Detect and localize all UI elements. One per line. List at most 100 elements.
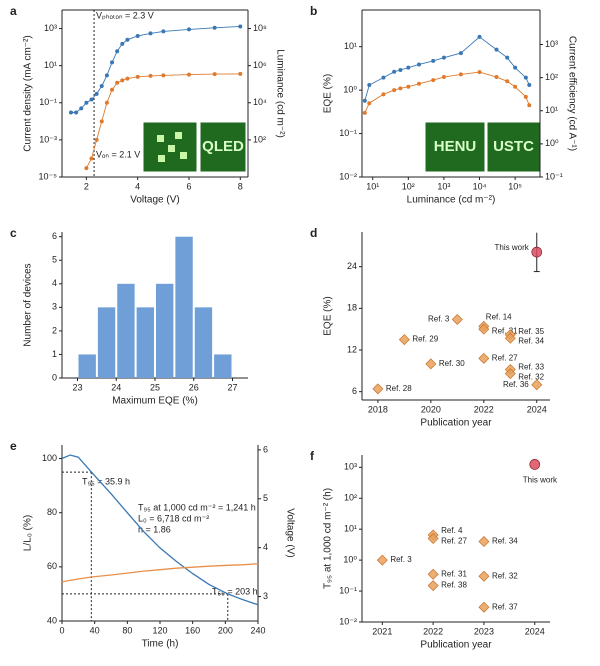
data-point xyxy=(372,383,384,395)
inset-text: QLED xyxy=(202,138,244,155)
data-point xyxy=(212,72,217,77)
data-point xyxy=(527,103,532,108)
point-label: Ref. 3 xyxy=(428,315,450,324)
point-label: Ref. 29 xyxy=(412,335,438,344)
x-tick-label: 10⁴ xyxy=(473,181,487,191)
data-point xyxy=(425,358,437,370)
x-axis-label: Publication year xyxy=(420,418,492,429)
data-point xyxy=(186,27,191,32)
data-point xyxy=(381,92,386,97)
data-point xyxy=(94,137,99,142)
annotation: T₉₅ = 35.9 h xyxy=(82,476,130,486)
y2-tick-label: 10² xyxy=(545,72,558,82)
panel-d: d 2018 2020 2022 2024 6 12 18 24 Publication year… xyxy=(310,226,550,429)
x-tick-label: 10² xyxy=(402,181,415,191)
data-point xyxy=(110,60,115,65)
y-tick-label: 12 xyxy=(347,344,357,354)
panel-b: b HENU USTC 10¹ 10² 10³ 10⁴ 10⁵ 10⁻² 10⁻¹ 10⁰ 10¹ 10… xyxy=(310,4,577,205)
x-axis-label: Time (h) xyxy=(142,639,179,650)
y2-tick-label: 10² xyxy=(253,134,266,144)
data-point xyxy=(513,84,518,89)
y2-tick-label: 10³ xyxy=(545,39,558,49)
inset-image xyxy=(199,121,247,173)
annotation: Vₒₙ = 2.1 V xyxy=(96,149,140,159)
data-point xyxy=(381,75,386,80)
y-tick-label: 60 xyxy=(47,561,57,571)
data-point xyxy=(392,88,397,93)
point-label: Ref. 32 xyxy=(492,571,518,580)
y-tick-label: 10⁻² xyxy=(339,616,357,626)
x-tick-label: 8 xyxy=(238,181,243,191)
data-point xyxy=(478,536,490,547)
x-axis-label: Luminance (cd m⁻²) xyxy=(407,195,496,206)
data-point xyxy=(431,58,436,63)
data-point xyxy=(367,101,372,106)
x-tick-label: 80 xyxy=(122,625,132,635)
data-point xyxy=(505,79,510,84)
data-point xyxy=(74,110,79,115)
point-label: Ref. 32 xyxy=(518,373,544,382)
data-point xyxy=(504,368,516,380)
data-point xyxy=(120,78,125,83)
x-tick-label: 26 xyxy=(189,382,199,392)
series-line xyxy=(71,25,241,113)
x-tick-label: 120 xyxy=(152,625,167,635)
inset-pixel xyxy=(157,135,164,142)
data-point xyxy=(392,69,397,74)
y-tick-label: 0 xyxy=(52,372,57,382)
x-tick-label: 2023 xyxy=(474,626,494,636)
x-tick-label: 40 xyxy=(90,625,100,635)
series-line xyxy=(61,563,259,583)
point-label: This work xyxy=(495,243,530,252)
data-point xyxy=(531,246,543,258)
y-tick-label: 10⁻³ xyxy=(39,134,57,144)
data-point xyxy=(505,55,510,60)
panel-letter: f xyxy=(310,449,315,463)
data-point xyxy=(362,98,367,103)
y-tick-label: 10¹ xyxy=(44,60,57,70)
data-point xyxy=(478,352,490,364)
data-point xyxy=(367,82,372,87)
x-tick-label: 2022 xyxy=(474,404,494,414)
y-tick-label: 10¹ xyxy=(344,524,357,534)
panel-letter: c xyxy=(10,226,17,240)
x-axis-label: Voltage (V) xyxy=(130,195,179,206)
y-tick-label: 4 xyxy=(52,278,57,288)
point-label: Ref. 27 xyxy=(441,537,467,546)
y-tick-label: 3 xyxy=(52,302,57,312)
x-tick-label: 27 xyxy=(227,382,237,392)
y2-axis-label: Current efficiency (cd A⁻¹) xyxy=(566,36,577,151)
data-point xyxy=(148,31,153,36)
y-tick-label: 2 xyxy=(52,325,57,335)
y-tick-label: 5 xyxy=(52,255,57,265)
y2-tick-label: 5 xyxy=(263,493,268,503)
y-tick-label: 10³ xyxy=(44,23,57,33)
point-label: Ref. 3 xyxy=(390,555,412,564)
y-tick-label: 6 xyxy=(352,386,357,396)
data-point xyxy=(238,24,243,29)
point-label: Ref. 28 xyxy=(386,384,412,393)
x-tick-label: 25 xyxy=(150,382,160,392)
inset-pixel xyxy=(175,132,182,139)
data-point xyxy=(398,67,403,72)
x-tick-label: 200 xyxy=(218,625,233,635)
data-point xyxy=(478,601,490,613)
x-tick-label: 4 xyxy=(135,181,140,191)
data-point xyxy=(115,80,120,85)
y-axis-label: EQE (%) xyxy=(323,296,334,335)
y-tick-label: 10⁻¹ xyxy=(339,128,357,138)
data-point xyxy=(458,51,463,56)
panel-letter: a xyxy=(10,4,17,18)
point-label: Ref. 14 xyxy=(486,313,512,322)
data-point xyxy=(477,70,482,75)
data-point xyxy=(99,119,104,124)
x-tick-label: 24 xyxy=(111,382,121,392)
point-label: Ref. 35 xyxy=(518,327,544,336)
data-point xyxy=(513,65,518,70)
y-axis-label: T₉₅ at 1,000 cd m⁻² (h) xyxy=(323,488,334,589)
x-tick-label: 2 xyxy=(84,181,89,191)
data-point xyxy=(104,100,109,105)
y2-tick-label: 6 xyxy=(263,444,268,454)
annotation: T₅₀ = 203 h xyxy=(212,586,258,596)
